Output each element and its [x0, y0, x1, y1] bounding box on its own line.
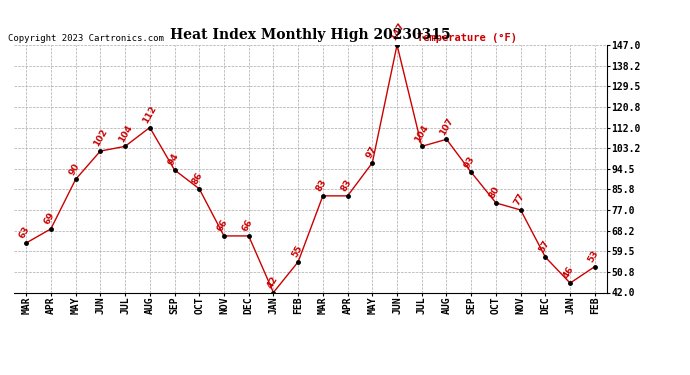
- Text: 104: 104: [117, 123, 134, 144]
- Text: 107: 107: [438, 116, 455, 136]
- Text: 57: 57: [537, 239, 551, 254]
- Text: 93: 93: [463, 154, 477, 170]
- Text: 86: 86: [191, 171, 205, 186]
- Text: 94: 94: [166, 152, 180, 167]
- Text: 77: 77: [513, 192, 526, 207]
- Text: 80: 80: [488, 185, 502, 200]
- Text: 69: 69: [43, 211, 57, 226]
- Text: Temperature (°F): Temperature (°F): [417, 33, 518, 42]
- Text: Copyright 2023 Cartronics.com: Copyright 2023 Cartronics.com: [8, 33, 164, 42]
- Title: Heat Index Monthly High 20230315: Heat Index Monthly High 20230315: [170, 28, 451, 42]
- Text: 66: 66: [240, 218, 255, 233]
- Text: 112: 112: [141, 104, 159, 125]
- Text: 83: 83: [315, 178, 328, 193]
- Text: 46: 46: [562, 265, 576, 280]
- Text: 102: 102: [92, 128, 109, 148]
- Text: 97: 97: [364, 144, 378, 160]
- Text: 55: 55: [290, 244, 304, 259]
- Text: 90: 90: [68, 161, 81, 177]
- Text: 53: 53: [586, 249, 600, 264]
- Text: 83: 83: [339, 178, 353, 193]
- Text: 104: 104: [413, 123, 431, 144]
- Text: 147: 147: [388, 21, 406, 42]
- Text: 66: 66: [216, 218, 230, 233]
- Text: 42: 42: [265, 274, 279, 290]
- Text: 63: 63: [18, 225, 32, 240]
